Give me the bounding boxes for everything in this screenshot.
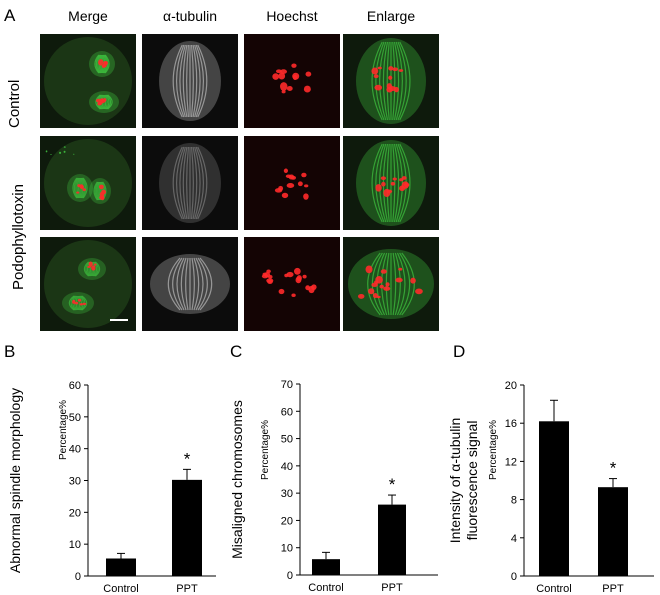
micrograph-merge-row1 bbox=[40, 34, 136, 128]
category-label-ppt: PPT bbox=[602, 583, 624, 595]
y-tick-label: 8 bbox=[511, 495, 517, 507]
y-axis-unit-label: Percentage% bbox=[58, 400, 69, 460]
y-tick-label: 50 bbox=[69, 412, 81, 424]
y-tick-label: 12 bbox=[505, 456, 517, 468]
significance-marker: * bbox=[389, 475, 396, 494]
bar-control bbox=[312, 559, 340, 575]
column-header-enlarge: Enlarge bbox=[366, 8, 416, 24]
bar-ppt bbox=[598, 487, 628, 576]
y-axis-unit-label: Percentage% bbox=[260, 420, 271, 480]
y-tick-label: 0 bbox=[287, 570, 293, 582]
y-tick-label: 10 bbox=[281, 543, 293, 555]
y-axis-label: Misaligned chromosomes bbox=[229, 400, 245, 559]
y-tick-label: 0 bbox=[511, 571, 517, 583]
column-header-hoechst: Hoechst bbox=[266, 8, 318, 24]
bar-chart-chromosomes: 0 10 20 30 40 50 60 70 Control * PPT Misaligned chr… bbox=[229, 379, 438, 594]
category-label-ppt: PPT bbox=[176, 583, 198, 595]
significance-marker: * bbox=[610, 459, 617, 478]
y-tick-label: 40 bbox=[281, 461, 293, 473]
y-tick-label: 60 bbox=[69, 380, 81, 392]
y-tick-label: 60 bbox=[281, 406, 293, 418]
micrograph-merge-row3 bbox=[40, 237, 136, 331]
y-tick-label: 30 bbox=[281, 488, 293, 500]
y-axis-label-line1: Intensity of α-tubulin bbox=[447, 418, 463, 544]
y-tick-label: 16 bbox=[505, 418, 517, 430]
y-axis-label: Abnormal spindle morphology bbox=[7, 388, 23, 573]
y-tick-label: 70 bbox=[281, 379, 293, 391]
y-tick-label: 20 bbox=[281, 515, 293, 527]
y-tick-label: 40 bbox=[69, 444, 81, 456]
y-tick-label: 20 bbox=[69, 507, 81, 519]
bar-control bbox=[106, 558, 136, 576]
column-header-merge: Merge bbox=[68, 8, 108, 24]
micrograph-hoechst-row1 bbox=[244, 34, 340, 128]
panel-c-letter: C bbox=[230, 342, 243, 361]
row-label-control: Control bbox=[6, 79, 23, 128]
bar-ppt bbox=[378, 504, 406, 575]
panel-a-letter: A bbox=[4, 6, 16, 25]
bar-ppt bbox=[172, 479, 202, 576]
y-tick-label: 20 bbox=[505, 380, 517, 392]
micrograph-enlarge-row2 bbox=[343, 136, 439, 230]
row-label-podophyllotoxin: Podophyllotoxin bbox=[10, 184, 27, 290]
category-label-control: Control bbox=[308, 582, 343, 594]
y-axis-unit-label: Percentage% bbox=[488, 420, 499, 480]
y-tick-label: 10 bbox=[69, 539, 81, 551]
y-tick-label: 30 bbox=[69, 476, 81, 488]
micrograph-enlarge-row3 bbox=[343, 237, 439, 331]
y-axis-label-line2: fluorescence signal bbox=[464, 421, 480, 541]
category-label-control: Control bbox=[103, 583, 138, 595]
micrograph-hoechst-row3 bbox=[244, 237, 340, 331]
panel-d-letter: D bbox=[453, 342, 466, 361]
bar-chart-spindle: 0 10 20 30 40 50 60 Control * PPT Abnormal spindle… bbox=[7, 380, 216, 595]
micrograph-hoechst-row2 bbox=[244, 136, 340, 230]
bar-control bbox=[539, 421, 569, 576]
column-header-tubulin: α-tubulin bbox=[162, 8, 217, 24]
category-label-ppt: PPT bbox=[381, 582, 403, 594]
micrograph-tubulin-row1 bbox=[142, 34, 238, 128]
y-tick-label: 50 bbox=[281, 434, 293, 446]
y-tick-label: 4 bbox=[511, 533, 517, 545]
category-label-control: Control bbox=[536, 583, 571, 595]
micrograph-enlarge-row1 bbox=[343, 34, 439, 128]
micrograph-tubulin-row3 bbox=[142, 237, 238, 331]
y-tick-label: 0 bbox=[75, 571, 81, 583]
panel-b-letter: B bbox=[4, 342, 16, 361]
micrograph-tubulin-row2 bbox=[142, 136, 238, 230]
micrograph-merge-row2 bbox=[40, 136, 136, 230]
significance-marker: * bbox=[184, 449, 191, 468]
bar-chart-intensity: 0 4 8 12 16 20 Control * PPT Intensity of α-tubul… bbox=[447, 380, 654, 595]
